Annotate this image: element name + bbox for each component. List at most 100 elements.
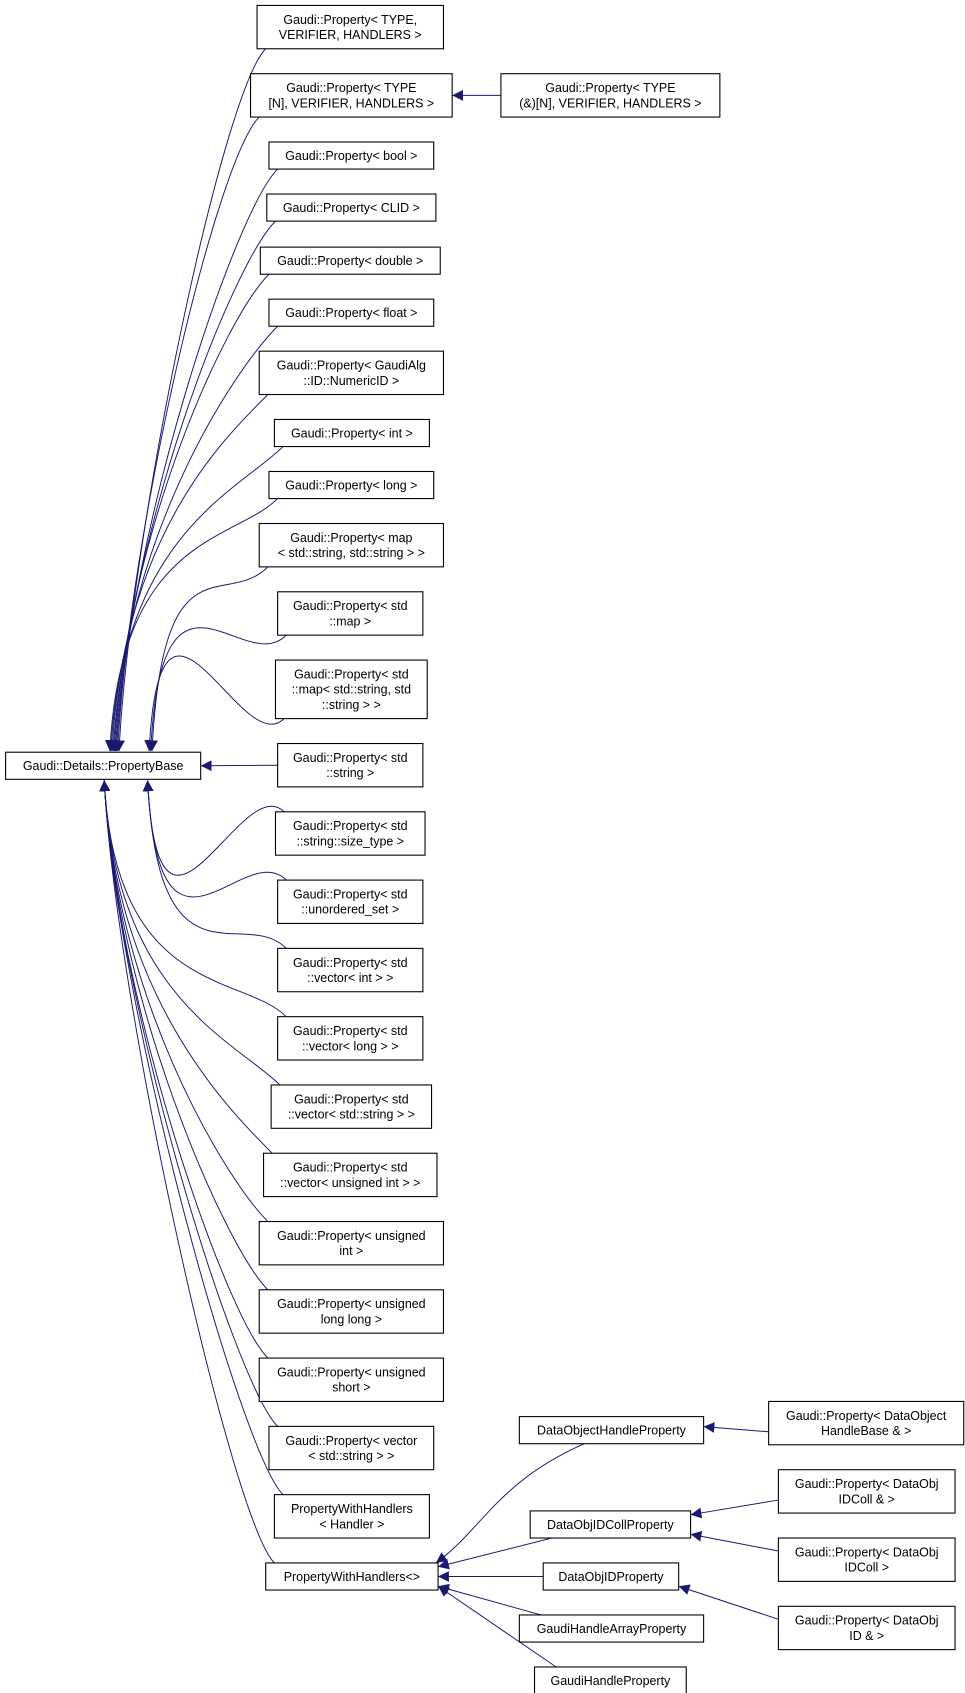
class-node-n2[interactable]: Gaudi::Property< TYPE[N], VERIFIER, HAND… [250, 73, 453, 118]
node-label: < std::string > > [308, 1449, 394, 1463]
class-node-n12[interactable]: Gaudi::Property< std::map > [277, 591, 424, 636]
inheritance-arrow-d5-to-d3 [690, 1530, 779, 1552]
class-node-d8[interactable]: GaudiHandleArrayProperty [518, 1614, 705, 1643]
class-node-n20[interactable]: Gaudi::Property< std::vector< unsigned i… [263, 1152, 438, 1198]
node-label: Gaudi::Property< DataObj [795, 1614, 939, 1628]
node-box [542, 1562, 680, 1591]
class-node-d4[interactable]: Gaudi::Property< DataObjIDColl & > [777, 1469, 956, 1514]
class-node-d3[interactable]: DataObjIDCollProperty [529, 1510, 692, 1539]
class-node-n1[interactable]: Gaudi::Property< TYPE,VERIFIER, HANDLERS… [256, 4, 445, 50]
class-node-d1[interactable]: DataObjectHandleProperty [518, 1416, 705, 1445]
class-node-base[interactable]: Gaudi::Details::PropertyBase [5, 751, 202, 780]
node-label: Gaudi::Property< long > [285, 478, 417, 492]
inheritance-arrow-n8-to-base [107, 394, 269, 752]
node-label: Gaudi::Property< int > [291, 426, 413, 440]
node-label: Gaudi::Property< GaudiAlg [277, 359, 426, 373]
node-box [258, 1357, 445, 1402]
node-label: Gaudi::Property< TYPE [286, 81, 416, 95]
node-label: ID & > [849, 1629, 884, 1643]
node-box [258, 522, 445, 568]
node-box [529, 1510, 692, 1539]
class-node-n18[interactable]: Gaudi::Property< std::vector< long > > [277, 1016, 424, 1061]
class-node-n19[interactable]: Gaudi::Property< std::vector< std::strin… [270, 1084, 433, 1129]
node-label: Gaudi::Property< std [293, 819, 408, 833]
inheritance-arrow-n17-to-base [142, 780, 287, 949]
class-node-d7[interactable]: Gaudi::Property< DataObjID & > [777, 1605, 956, 1651]
class-node-n11[interactable]: Gaudi::Property< map< std::string, std::… [258, 522, 445, 568]
node-label: Gaudi::Property< std [293, 888, 408, 902]
inheritance-arrow-n12-to-base [145, 627, 287, 752]
node-label: ::string::size_type > [296, 834, 404, 848]
class-node-n16[interactable]: Gaudi::Property< std::unordered_set > [277, 879, 424, 924]
class-node-n8[interactable]: Gaudi::Property< GaudiAlg::ID::NumericID… [258, 350, 445, 396]
inheritance-arrow-n4-to-base [111, 168, 278, 752]
class-node-d5[interactable]: Gaudi::Property< DataObjIDColl > [777, 1537, 956, 1582]
node-label: ::string > > [322, 698, 381, 712]
node-box [777, 1537, 956, 1582]
node-box [265, 1562, 439, 1591]
node-box [277, 591, 424, 636]
node-box [777, 1605, 956, 1651]
node-label: ::vector< long > > [302, 1039, 399, 1053]
inheritance-arrow-n7-to-base [108, 325, 278, 752]
class-node-d6[interactable]: DataObjIDProperty [542, 1562, 680, 1591]
inheritance-arrow-n19-to-base [99, 780, 281, 1086]
inheritance-arrow-n22-to-base [99, 780, 269, 1291]
node-label: ::vector< std::string > > [288, 1108, 415, 1122]
node-label: PropertyWithHandlers<> [284, 1570, 420, 1584]
node-box [274, 811, 426, 856]
class-node-n17[interactable]: Gaudi::Property< std::vector< int > > [277, 947, 424, 993]
class-node-n10[interactable]: Gaudi::Property< long > [268, 470, 435, 500]
node-label: Gaudi::Details::PropertyBase [23, 759, 184, 773]
node-label: ::ID::NumericID > [303, 374, 399, 388]
node-label: GaudiHandleProperty [551, 1674, 672, 1688]
inheritance-arrow-d1-to-n26 [435, 1443, 585, 1564]
node-label: short > [332, 1381, 370, 1395]
node-box [518, 1416, 705, 1445]
class-node-n13[interactable]: Gaudi::Property< std::map< std::string, … [274, 659, 428, 720]
inheritance-arrow-n20-to-base [99, 780, 273, 1154]
node-label: Gaudi::Property< std [293, 1161, 408, 1175]
node-box [273, 418, 430, 448]
node-box [268, 298, 435, 327]
node-label: (&)[N], VERIFIER, HANDLERS > [519, 96, 701, 110]
node-label: Gaudi::Property< double > [277, 254, 423, 268]
node-label: Gaudi::Property< DataObject [786, 1409, 947, 1423]
class-node-n4[interactable]: Gaudi::Property< bool > [268, 141, 435, 170]
class-node-d9[interactable]: GaudiHandleProperty [533, 1666, 687, 1693]
node-label: GaudiHandleArrayProperty [537, 1622, 687, 1636]
node-label: ::vector< int > > [307, 971, 393, 985]
class-node-n26[interactable]: PropertyWithHandlers<> [265, 1562, 439, 1591]
node-box [277, 947, 424, 993]
node-label: ::map > [329, 614, 371, 628]
inheritance-arrow-d8-to-n26 [437, 1583, 542, 1616]
class-node-n5[interactable]: Gaudi::Property< CLID > [266, 193, 437, 222]
inheritance-arrow-d2-to-d1 [703, 1422, 769, 1433]
node-label: VERIFIER, HANDLERS > [279, 28, 422, 42]
inheritance-arrow-n15-to-base [142, 780, 285, 876]
node-label: Gaudi::Property< float > [285, 306, 417, 320]
inheritance-arrow-n9-to-base [106, 446, 284, 752]
node-box [5, 751, 202, 780]
node-label: DataObjIDProperty [558, 1570, 664, 1584]
class-node-n3[interactable]: Gaudi::Property< TYPE(&)[N], VERIFIER, H… [500, 73, 721, 118]
class-node-n15[interactable]: Gaudi::Property< std::string::size_type … [274, 811, 426, 856]
node-label: Gaudi::Property< map [290, 531, 412, 545]
node-box [266, 193, 437, 222]
node-label: Gaudi::Property< std [294, 668, 409, 682]
class-node-n9[interactable]: Gaudi::Property< int > [273, 418, 430, 448]
node-label: int > [339, 1244, 363, 1258]
node-label: IDColl > [844, 1561, 889, 1575]
node-label: IDColl & > [839, 1492, 895, 1506]
class-node-n7[interactable]: Gaudi::Property< float > [268, 298, 435, 327]
inheritance-arrow-n14-to-base [200, 760, 278, 772]
class-node-n24[interactable]: Gaudi::Property< vector< std::string > > [268, 1425, 435, 1471]
class-node-n6[interactable]: Gaudi::Property< double > [259, 246, 441, 275]
inheritance-arrow-n5-to-base [110, 220, 276, 752]
class-node-n14[interactable]: Gaudi::Property< std::string > [277, 742, 424, 788]
class-node-n25[interactable]: PropertyWithHandlers< Handler > [273, 1494, 430, 1539]
